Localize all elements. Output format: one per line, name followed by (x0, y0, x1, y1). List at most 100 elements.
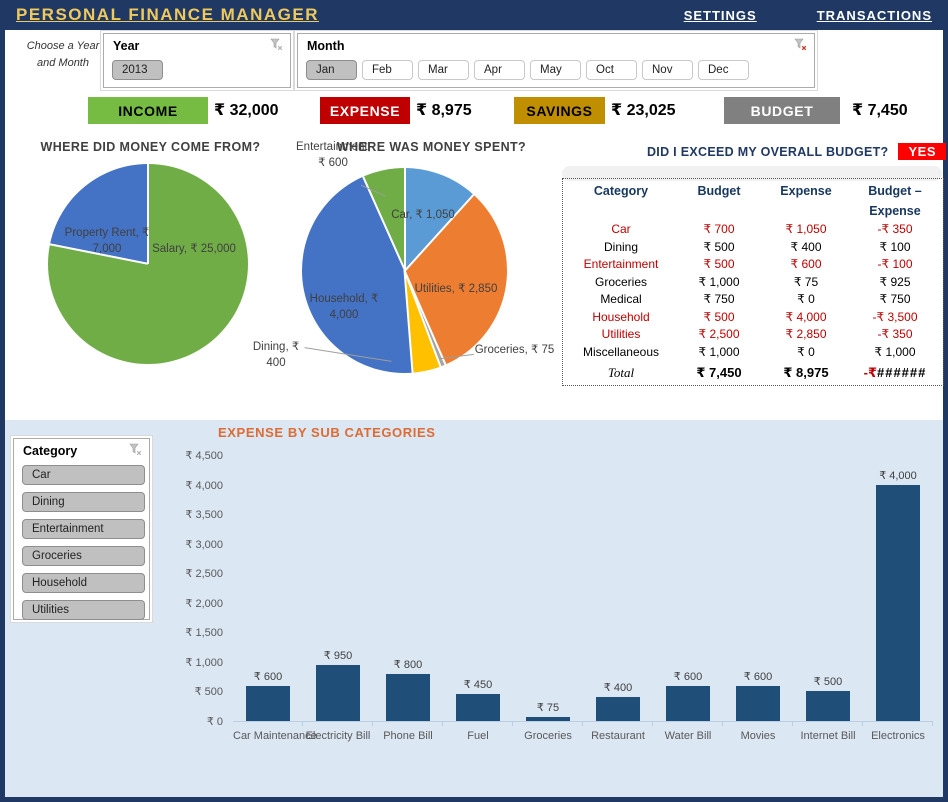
clear-filter-icon[interactable] (270, 38, 283, 54)
kpi-expense-value: ₹ 8,975 (416, 102, 472, 119)
income-pie-panel: WHERE DID MONEY COME FROM? Salary, ₹ 25,… (18, 140, 283, 368)
budget-question-row: DID I EXCEED MY OVERALL BUDGET? YES (560, 143, 946, 160)
clear-filter-icon[interactable] (129, 443, 142, 459)
month-option-may[interactable]: May (530, 60, 581, 80)
income-pie-title: WHERE DID MONEY COME FROM? (40, 140, 261, 154)
bar-slot-groceries: ₹ 75 (513, 455, 583, 726)
bar-value-label: ₹ 450 (463, 679, 493, 692)
year-option-2013[interactable]: 2013 (112, 60, 163, 80)
y-axis-tick: ₹ 500 (194, 686, 223, 699)
bar-electronics (876, 484, 920, 721)
category-slicer-items: Car Dining Entertainment Groceries Household… (14, 461, 149, 626)
pie-label-property-rent: Property Rent, ₹ 7,000 (64, 227, 150, 255)
kpi-income-box: INCOME (88, 97, 208, 124)
bar-value-label: ₹ 600 (743, 670, 773, 683)
expense-pie-title: WHERE WAS MONEY SPENT? (336, 140, 527, 154)
bar-value-label: ₹ 600 (253, 670, 283, 683)
bar-slot-water-bill: ₹ 600 (653, 455, 723, 726)
bar-internet-bill (806, 691, 850, 721)
bar-slot-car-maintenance: ₹ 600 (233, 455, 303, 726)
bar-water-bill (666, 685, 710, 721)
kpi-budget-value: ₹ 7,450 (852, 102, 908, 119)
x-label-movies: Movies (740, 730, 776, 742)
bar-slot-phone-bill: ₹ 800 (373, 455, 443, 726)
budget-row-miscellaneous: Miscellaneous ₹ 1,000 ₹ 0 ₹ 1,000 (582, 344, 916, 359)
app-title: PERSONAL FINANCE MANAGER (16, 5, 319, 24)
total-expense: ₹ 8,975 (783, 365, 829, 380)
pie-label-household: Household, ₹ 4,000 (309, 293, 379, 321)
y-axis-tick: ₹ 4,000 (185, 479, 223, 492)
month-option-mar[interactable]: Mar (418, 60, 469, 80)
col-diff: Budget – Expense (868, 184, 922, 218)
kpi-income-value: ₹ 32,000 (214, 102, 279, 119)
x-label-fuel: Fuel (467, 730, 489, 742)
col-budget: Budget (697, 184, 741, 198)
category-option-entertainment[interactable]: Entertainment (22, 519, 145, 539)
budget-answer-badge: YES (898, 143, 946, 160)
bar-electricity-bill (316, 664, 360, 721)
bar-fuel (456, 694, 500, 721)
month-option-apr[interactable]: Apr (474, 60, 525, 80)
x-label-water-bill: Water Bill (664, 730, 712, 742)
bar-movies (736, 685, 780, 721)
month-option-oct[interactable]: Oct (586, 60, 637, 80)
x-label-phone-bill: Phone Bill (383, 730, 433, 742)
category-option-dining[interactable]: Dining (22, 492, 145, 512)
nav-transactions[interactable]: TRANSACTIONS (816, 7, 932, 23)
category-option-groceries[interactable]: Groceries (22, 546, 145, 566)
total-diff: -₹###### (863, 365, 927, 380)
pie-slice-separator (147, 164, 149, 264)
bar-chart-title: EXPENSE BY SUB CATEGORIES (218, 425, 436, 440)
bar-car-maintenance (246, 685, 290, 721)
bar-value-label: ₹ 400 (603, 682, 633, 695)
y-axis-tick: ₹ 1,000 (185, 656, 223, 669)
month-slicer-title: Month (307, 39, 345, 53)
month-option-nov[interactable]: Nov (642, 60, 693, 80)
y-axis-tick: ₹ 1,500 (185, 627, 223, 640)
budget-row-dining: Dining ₹ 500 ₹ 400 ₹ 100 (603, 239, 911, 254)
x-label-restaurant: Restaurant (591, 730, 645, 742)
x-label-car-maintenance: Car Maintenance (233, 730, 317, 742)
bar-phone-bill (386, 673, 430, 721)
expense-pie-chart: Car, ₹ 1,050 Utilities, ₹ 2,850 Groceries,… (240, 140, 563, 388)
budget-table-total-row: Total ₹ 7,450 ₹ 8,975 -₹###### (565, 361, 941, 385)
x-label-internet-bill: Internet Bill (800, 730, 856, 742)
budget-question: DID I EXCEED MY OVERALL BUDGET? (646, 144, 889, 159)
kpi-expense-box: EXPENSE (320, 97, 410, 124)
y-axis-tick: ₹ 3,000 (185, 538, 223, 551)
x-label-electricity-bill: Electricity Bill (305, 730, 371, 742)
year-slicer-items: 2013 (104, 56, 290, 84)
month-option-dec[interactable]: Dec (698, 60, 749, 80)
kpi-row: INCOME ₹ 32,000 EXPENSE ₹ 8,975 SAVINGS ₹ 23,… (0, 96, 948, 126)
category-slicer: Category Car Dining Entertainment Groceries… (13, 438, 150, 620)
pie-label-entertainment: Entertainment, ₹ 600 (296, 141, 371, 169)
budget-table-rows: Car ₹ 700 ₹ 1,050 -₹ 350 Dining ₹ 500 ₹ 400 ₹ 1… (565, 221, 941, 361)
y-axis-tick: ₹ 0 (206, 716, 223, 728)
x-label-groceries: Groceries (524, 730, 572, 742)
expense-pie-panel: WHERE WAS MONEY SPENT? Car, ₹ 1,050 Utili… (240, 140, 563, 388)
bar-groceries (526, 716, 570, 721)
category-option-household[interactable]: Household (22, 573, 145, 593)
budget-panel-strip (562, 166, 942, 181)
bar-restaurant (596, 697, 640, 721)
budget-row-entertainment: Entertainment ₹ 500 ₹ 600 -₹ 100 (583, 257, 913, 271)
category-slicer-title: Category (23, 444, 78, 458)
pie-label-dining: Dining, ₹ 400 (252, 341, 300, 369)
col-category: Category (593, 184, 649, 198)
budget-table-header: Category Budget Expense Budget – Expense (565, 181, 941, 221)
year-slicer: Year 2013 (103, 33, 291, 88)
month-option-jan[interactable]: Jan (306, 60, 357, 80)
bar-slot-fuel: ₹ 450 (443, 455, 513, 726)
month-option-feb[interactable]: Feb (362, 60, 413, 80)
category-option-car[interactable]: Car (22, 465, 145, 485)
budget-row-car: Car ₹ 700 ₹ 1,050 -₹ 350 (611, 222, 913, 236)
total-label: Total (607, 365, 635, 380)
clear-filter-icon[interactable] (794, 38, 807, 54)
budget-table: Category Budget Expense Budget – Expense… (562, 178, 944, 386)
nav-settings[interactable]: SETTINGS (683, 7, 757, 23)
bar-value-label: ₹ 4,000 (879, 469, 917, 482)
month-slicer: Month Jan Feb Mar Apr May Oct Nov Dec (297, 33, 815, 88)
category-option-utilities[interactable]: Utilities (22, 600, 145, 620)
pie-slice-separator (362, 176, 406, 271)
